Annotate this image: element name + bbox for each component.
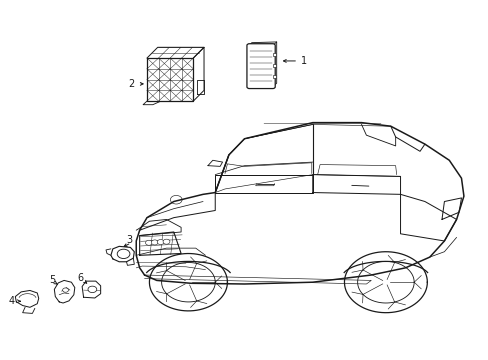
Bar (147, 58, 193, 101)
Text: 2: 2 (128, 79, 134, 89)
Text: 3: 3 (125, 235, 132, 245)
Text: 6: 6 (77, 273, 83, 283)
Circle shape (88, 286, 97, 293)
Circle shape (170, 195, 182, 204)
Circle shape (117, 249, 130, 258)
Bar (272, 75, 275, 78)
Circle shape (163, 239, 169, 244)
Circle shape (62, 288, 68, 292)
FancyBboxPatch shape (246, 44, 275, 89)
Text: 1: 1 (300, 56, 306, 66)
Bar (272, 64, 275, 67)
Text: 5: 5 (49, 275, 55, 285)
Circle shape (157, 239, 163, 244)
Text: 4: 4 (8, 296, 15, 306)
Bar (272, 53, 275, 56)
Circle shape (151, 240, 158, 245)
Circle shape (145, 240, 152, 245)
